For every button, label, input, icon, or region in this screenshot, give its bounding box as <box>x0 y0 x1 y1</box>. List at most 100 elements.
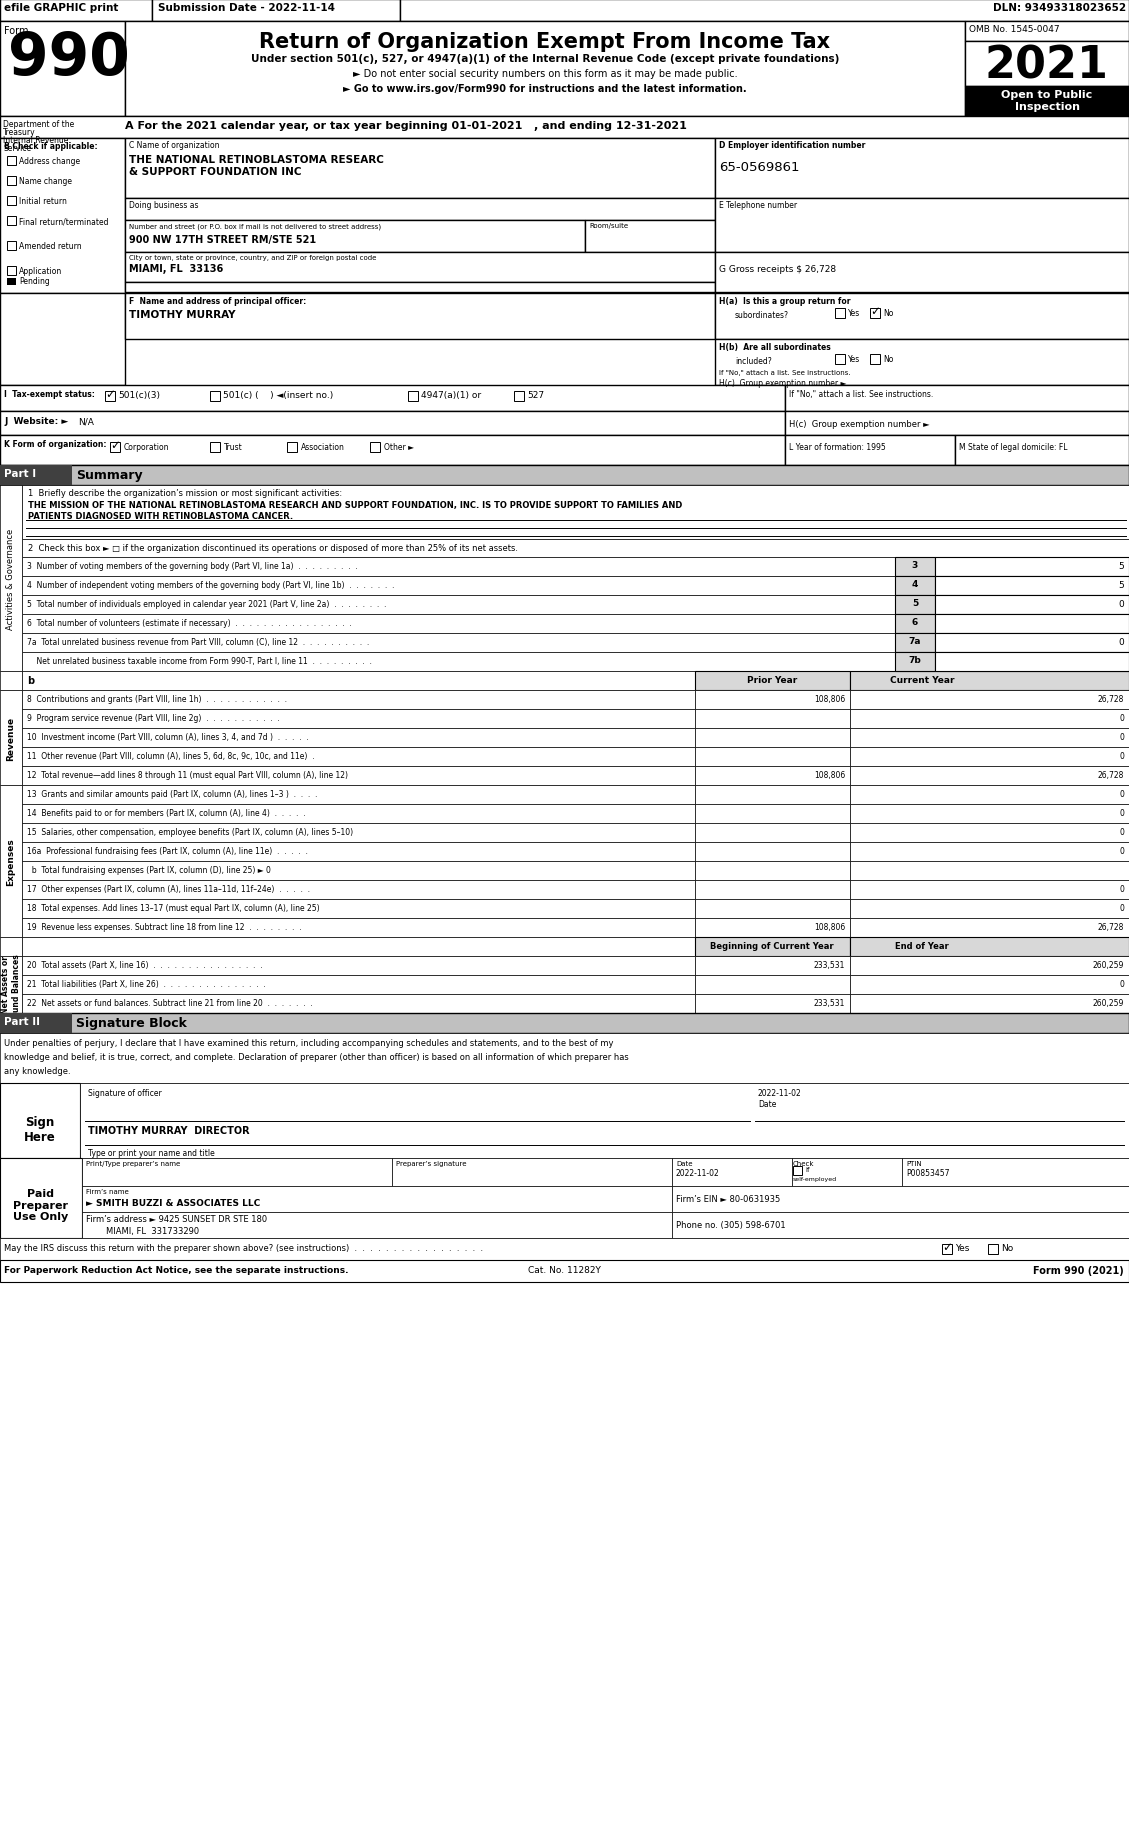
Text: 4: 4 <box>912 580 918 589</box>
Bar <box>895 653 935 672</box>
Bar <box>82 1211 672 1239</box>
Bar <box>850 937 1129 957</box>
Bar <box>785 412 1129 436</box>
Text: Final return/terminated: Final return/terminated <box>19 218 108 225</box>
Bar <box>0 1261 1129 1283</box>
Bar <box>955 436 1129 467</box>
Bar <box>0 467 1129 485</box>
Text: 2022-11-02: 2022-11-02 <box>758 1089 802 1098</box>
Text: B Check if applicable:: B Check if applicable: <box>5 143 97 150</box>
Bar <box>514 392 524 403</box>
Bar <box>0 1034 1129 1083</box>
Text: 0: 0 <box>1119 732 1124 741</box>
Text: 0: 0 <box>1119 847 1124 856</box>
Text: 3  Number of voting members of the governing body (Part VI, line 1a)  .  .  .  .: 3 Number of voting members of the govern… <box>27 562 358 571</box>
Text: included?: included? <box>735 357 772 366</box>
Bar <box>935 597 1129 615</box>
Text: THE NATIONAL RETINOBLASTOMA RESEARC: THE NATIONAL RETINOBLASTOMA RESEARC <box>129 156 384 165</box>
Text: D Employer identification number: D Employer identification number <box>719 141 865 150</box>
Text: H(a)  Is this a group return for: H(a) Is this a group return for <box>719 296 850 306</box>
Bar <box>935 633 1129 653</box>
Text: 4  Number of independent voting members of the governing body (Part VI, line 1b): 4 Number of independent voting members o… <box>27 580 394 589</box>
Text: ✓: ✓ <box>111 437 121 452</box>
Text: L Year of formation: 1995: L Year of formation: 1995 <box>789 443 886 452</box>
Bar <box>21 690 695 710</box>
Bar <box>850 805 1129 824</box>
Bar <box>695 842 850 862</box>
Bar <box>850 710 1129 728</box>
Text: 10  Investment income (Part VIII, column (A), lines 3, 4, and 7d )  .  .  .  .  : 10 Investment income (Part VIII, column … <box>27 732 308 741</box>
Text: Activities & Governance: Activities & Governance <box>7 529 16 630</box>
Bar <box>695 672 850 690</box>
Bar <box>152 0 400 22</box>
Text: Date: Date <box>758 1100 777 1109</box>
Text: E Telephone number: E Telephone number <box>719 201 797 210</box>
Text: Signature of officer: Signature of officer <box>88 1089 161 1098</box>
Text: 11  Other revenue (Part VIII, column (A), lines 5, 6d, 8c, 9c, 10c, and 11e)  .: 11 Other revenue (Part VIII, column (A),… <box>27 752 315 761</box>
Bar <box>785 386 1129 412</box>
Bar <box>408 392 418 403</box>
Text: 7a  Total unrelated business revenue from Part VIII, column (C), line 12  .  .  : 7a Total unrelated business revenue from… <box>27 637 369 646</box>
Text: ► Do not enter social security numbers on this form as it may be made public.: ► Do not enter social security numbers o… <box>352 70 737 79</box>
Text: N/A: N/A <box>78 417 94 426</box>
Text: Net unrelated business taxable income from Form 990-T, Part I, line 11  .  .  . : Net unrelated business taxable income fr… <box>27 657 371 666</box>
Text: any knowledge.: any knowledge. <box>5 1067 71 1076</box>
Text: 0: 0 <box>1119 714 1124 723</box>
Text: 1  Briefly describe the organization’s mission or most significant activities:: 1 Briefly describe the organization’s mi… <box>28 489 342 498</box>
Bar <box>0 467 72 485</box>
Text: May the IRS discuss this return with the preparer shown above? (see instructions: May the IRS discuss this return with the… <box>5 1243 483 1252</box>
Text: 21  Total liabilities (Part X, line 26)  .  .  .  .  .  .  .  .  .  .  .  .  .  : 21 Total liabilities (Part X, line 26) .… <box>27 979 265 988</box>
Bar <box>21 728 695 748</box>
Text: I  Tax-exempt status:: I Tax-exempt status: <box>5 390 95 399</box>
Text: 108,806: 108,806 <box>814 695 844 703</box>
Text: Address change: Address change <box>19 157 80 167</box>
Bar <box>21 785 695 805</box>
Bar <box>7 157 16 167</box>
Bar <box>21 842 695 862</box>
Bar <box>835 355 844 364</box>
Bar <box>21 633 1129 653</box>
Text: ► Go to www.irs.gov/Form990 for instructions and the latest information.: ► Go to www.irs.gov/Form990 for instruct… <box>343 84 746 93</box>
Text: H(c)  Group exemption number ►: H(c) Group exemption number ► <box>719 379 847 388</box>
Bar <box>21 558 1129 576</box>
Bar <box>695 975 850 994</box>
Text: 13  Grants and similar amounts paid (Part IX, column (A), lines 1–3 )  .  .  .  : 13 Grants and similar amounts paid (Part… <box>27 789 317 798</box>
Text: 0: 0 <box>1119 789 1124 798</box>
Bar <box>850 842 1129 862</box>
Text: 233,531: 233,531 <box>814 999 844 1008</box>
Bar <box>0 139 125 295</box>
Text: 260,259: 260,259 <box>1093 961 1124 970</box>
Bar <box>695 805 850 824</box>
Text: K Form of organization:: K Form of organization: <box>5 439 106 448</box>
Bar <box>695 824 850 842</box>
Bar <box>21 805 695 824</box>
Text: Form 990 (2021): Form 990 (2021) <box>1033 1265 1124 1276</box>
Text: Summary: Summary <box>76 468 142 481</box>
Bar <box>870 355 879 364</box>
Bar <box>0 117 1129 139</box>
Text: ✓: ✓ <box>943 1239 953 1254</box>
Bar <box>715 295 1129 340</box>
Text: 15  Salaries, other compensation, employee benefits (Part IX, column (A), lines : 15 Salaries, other compensation, employe… <box>27 827 353 836</box>
Text: Open to Public
Inspection: Open to Public Inspection <box>1001 90 1093 112</box>
Bar <box>895 633 935 653</box>
Bar <box>7 178 16 187</box>
Text: 14  Benefits paid to or for members (Part IX, column (A), line 4)  .  .  .  .  .: 14 Benefits paid to or for members (Part… <box>27 809 306 818</box>
Text: 8  Contributions and grants (Part VIII, line 1h)  .  .  .  .  .  .  .  .  .  .  : 8 Contributions and grants (Part VIII, l… <box>27 695 287 703</box>
Text: Application: Application <box>19 267 62 276</box>
Text: J  Website: ►: J Website: ► <box>5 417 68 426</box>
Text: 0: 0 <box>1118 600 1124 609</box>
Bar <box>21 597 1129 615</box>
Bar <box>672 1158 793 1186</box>
Bar <box>125 284 715 293</box>
Text: No: No <box>883 309 893 318</box>
Bar <box>695 785 850 805</box>
Text: 0: 0 <box>1119 884 1124 893</box>
Bar <box>210 392 220 403</box>
Bar <box>0 1158 82 1239</box>
Bar <box>400 0 1129 22</box>
Text: No: No <box>1001 1243 1013 1252</box>
Text: 26,728: 26,728 <box>1097 770 1124 780</box>
Bar <box>0 690 21 785</box>
Text: knowledge and belief, it is true, correct, and complete. Declaration of preparer: knowledge and belief, it is true, correc… <box>5 1052 629 1061</box>
